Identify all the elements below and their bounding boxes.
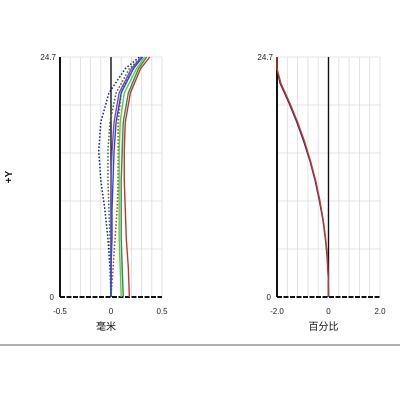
distortion-x-tick-label: 2.0 bbox=[374, 307, 386, 316]
field-curvature-series-line-3 bbox=[110, 56, 144, 298]
field-curvature-series-line-8 bbox=[123, 56, 151, 298]
field-curvature-x-tick-label: 0 bbox=[109, 307, 114, 316]
field-curvature-series-line-2 bbox=[107, 56, 143, 297]
distortion-series-line-2 bbox=[276, 57, 330, 298]
field-curvature-series-line-5 bbox=[110, 56, 144, 297]
field-curvature-x-tick-label: -0.5 bbox=[53, 307, 67, 316]
distortion-y-tick-label: 0 bbox=[267, 293, 272, 302]
field-curvature-x-tick-label: 0.5 bbox=[156, 307, 168, 316]
field-curvature-series-line-6 bbox=[118, 56, 146, 298]
distortion-x-axis-title: 百分比 bbox=[309, 321, 339, 333]
distortion-y-tick-label: 24.7 bbox=[257, 53, 273, 62]
field-curvature-y-tick-label: 24.7 bbox=[40, 53, 56, 62]
distortion-x-tick-label: 0 bbox=[326, 307, 331, 316]
field-curvature-series-line-7 bbox=[120, 56, 148, 298]
field-curvature-y-axis-title: +Y bbox=[4, 170, 15, 183]
field-curvature-y-tick-label: 0 bbox=[50, 293, 55, 302]
distortion-x-tick-label: -2.0 bbox=[270, 307, 284, 316]
field-curvature-x-axis-title: 毫米 bbox=[96, 320, 116, 333]
